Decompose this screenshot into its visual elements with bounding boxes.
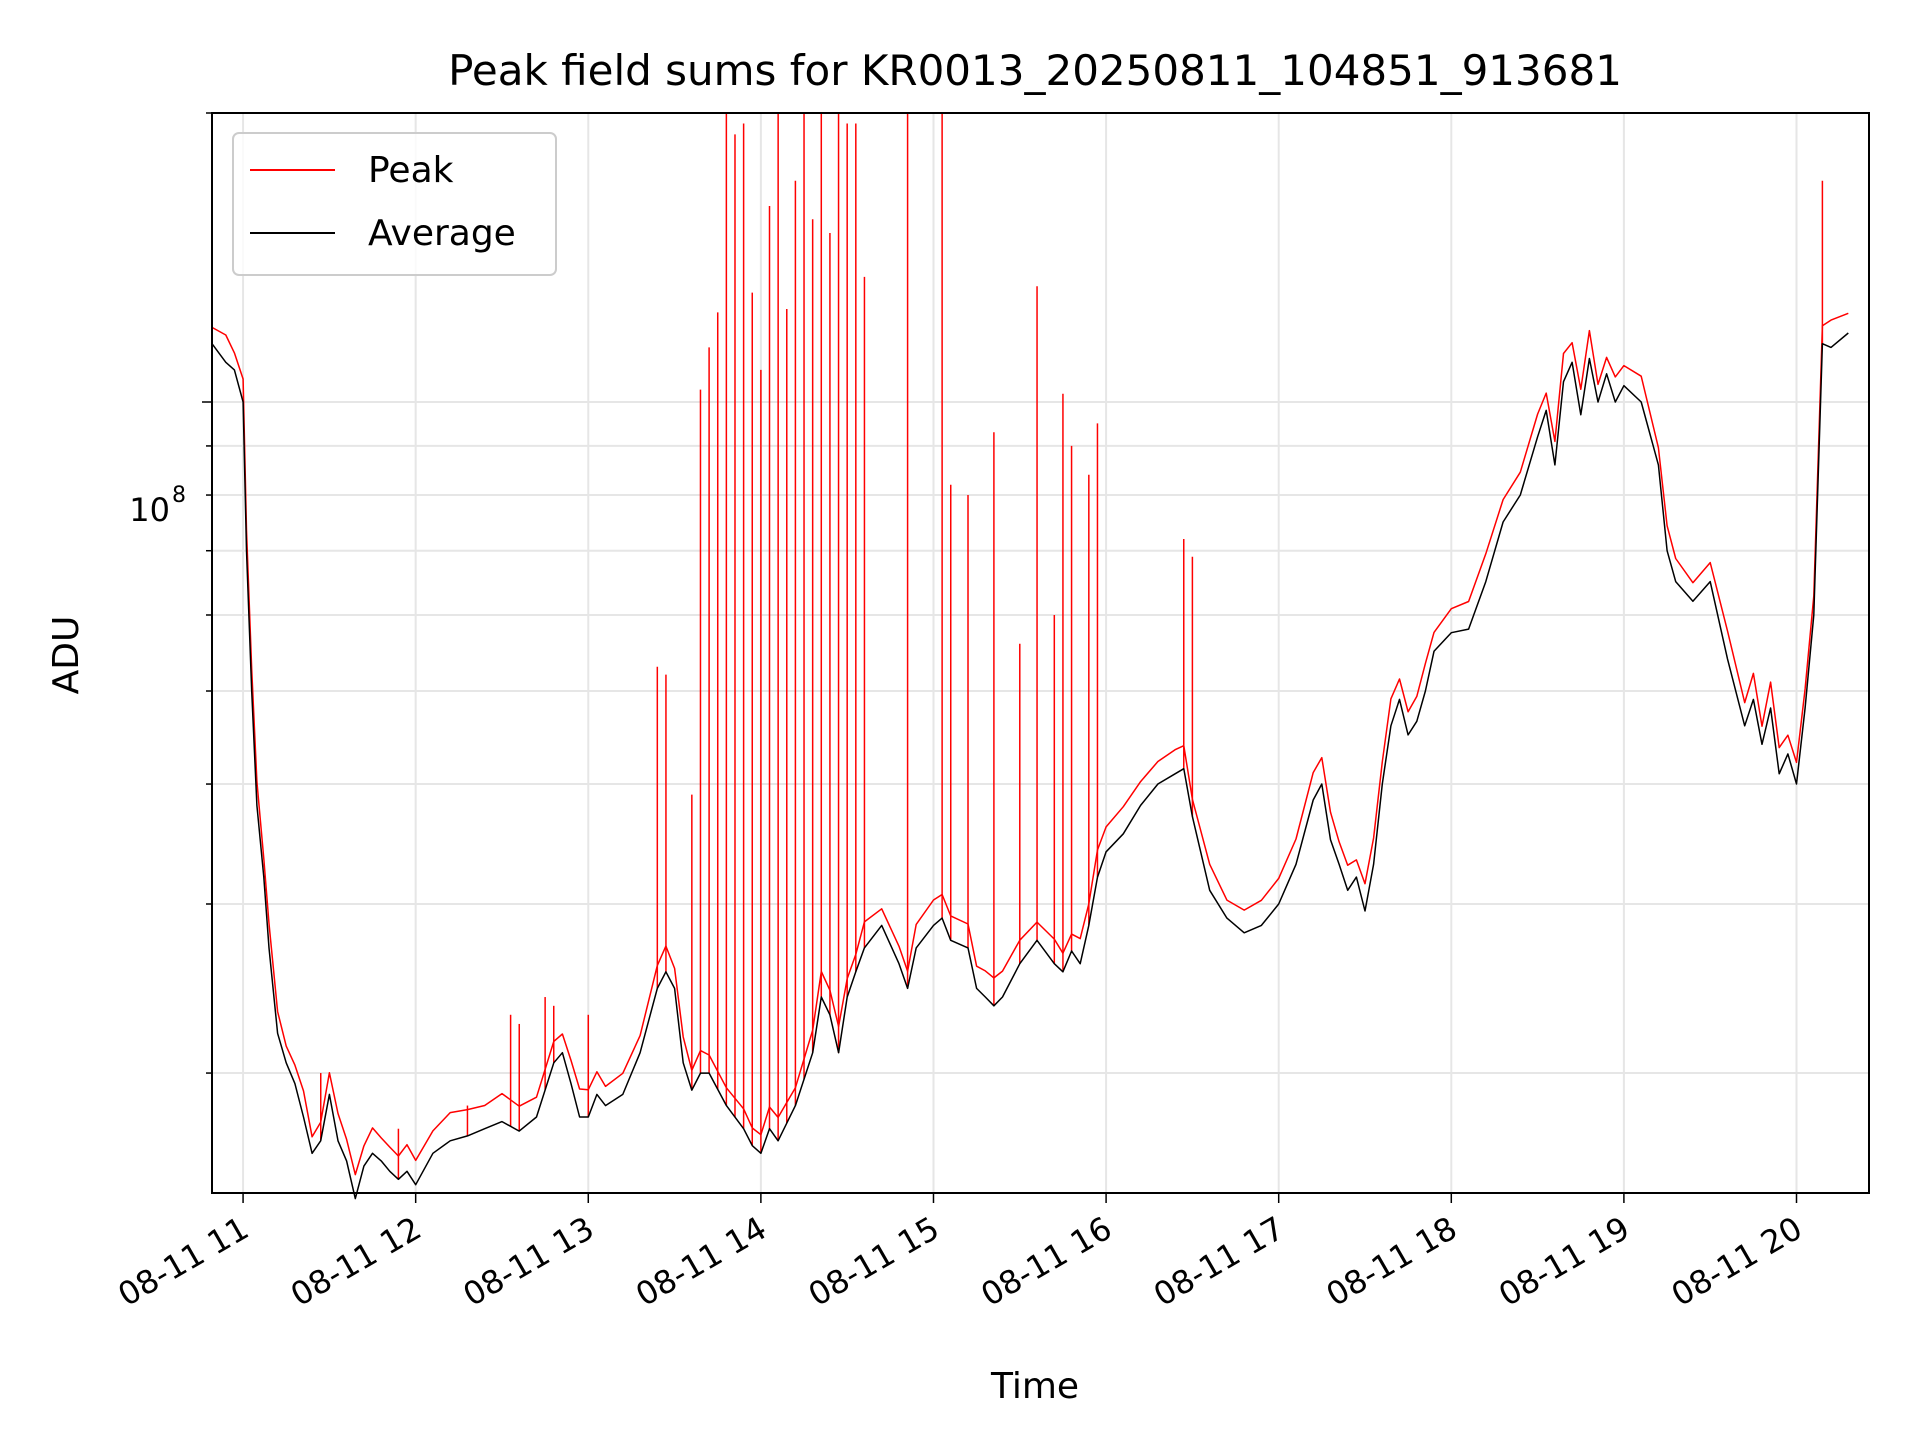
y-axis-label: ADU bbox=[46, 616, 87, 695]
legend-average-label: Average bbox=[368, 213, 516, 254]
legend-peak-label: Peak bbox=[368, 150, 454, 191]
plot-frame bbox=[211, 112, 1870, 1194]
peak-line bbox=[211, 312, 1849, 1176]
average-series bbox=[211, 332, 1849, 1200]
y-tick-label-base: 10 bbox=[129, 491, 170, 529]
chart-title: Peak field sums for KR0013_20250811_1048… bbox=[448, 46, 1622, 95]
average-line bbox=[211, 332, 1849, 1200]
legend-box bbox=[232, 132, 557, 276]
peak-series bbox=[211, 113, 1849, 1180]
x-axis-label: Time bbox=[990, 1366, 1079, 1407]
legend: Peak Average bbox=[232, 132, 557, 276]
y-tick-label-exponent: 8 bbox=[172, 483, 186, 508]
